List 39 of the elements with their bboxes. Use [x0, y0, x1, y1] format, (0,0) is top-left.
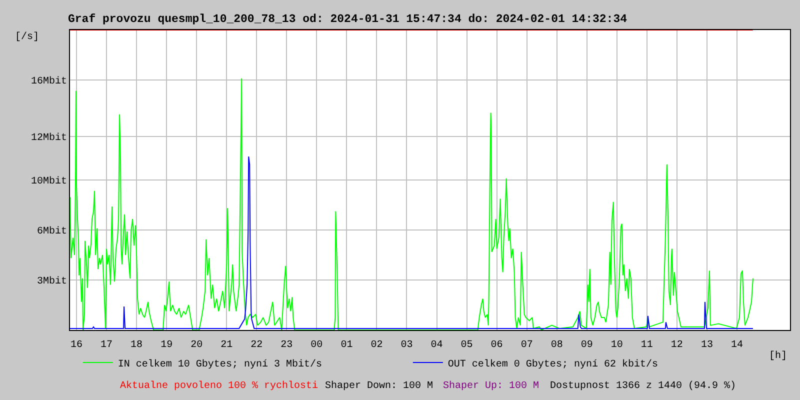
text: Aktualne povoleno 100 % rychlosti	[120, 380, 318, 392]
y-tick-label: 3Mbit	[36, 276, 67, 288]
x-tick-label: 13	[700, 340, 713, 351]
x-tick-label: 01	[340, 340, 353, 351]
x-tick-label: 08	[550, 340, 563, 351]
text: Dostupnost 1366 z 1440 (94.9 %)	[550, 380, 736, 392]
y-axis-title: [/s]	[15, 31, 40, 43]
y-tick-label: 12Mbit	[30, 132, 67, 144]
x-tick-label: 23	[280, 340, 293, 351]
x-axis-title: [h]	[769, 350, 788, 362]
chart-title: Graf provozu quesmpl_10_200_78_13 od: 2024-01-31 15:47:34 do: 2024-02-01 14:32:34	[68, 13, 628, 26]
x-tick-label: 22	[250, 340, 263, 351]
x-tick-label: 10	[610, 340, 623, 351]
x-tick-label: 19	[160, 340, 173, 351]
x-tick-label: 04	[430, 340, 443, 351]
x-tick-label: 21	[220, 340, 233, 351]
text: Shaper Down: 100 M	[325, 380, 434, 392]
x-tick-label: 12	[670, 340, 683, 351]
x-tick-label: 16	[70, 340, 83, 351]
legend-label: IN celkem 10 Gbytes; nyní 3 Mbit/s	[118, 358, 322, 370]
x-tick-label: 07	[520, 340, 533, 351]
y-tick-label: 10Mbit	[30, 176, 67, 188]
x-tick-label: 05	[460, 340, 473, 351]
x-tick-label: 00	[310, 340, 323, 351]
x-tick-label: 17	[100, 340, 113, 351]
line-series	[70, 78, 754, 330]
legend-label: OUT celkem 0 Gbytes; nyní 62 kbit/s	[448, 358, 658, 370]
y-tick-label: 6Mbit	[36, 226, 67, 238]
text: Shaper Up: 100 M	[443, 380, 540, 392]
y-tick-label: 16Mbit	[30, 76, 67, 88]
x-tick-label: 06	[490, 340, 503, 351]
x-tick-label: 20	[190, 340, 203, 351]
x-tick-label: 09	[580, 340, 593, 351]
x-tick-label: 18	[130, 340, 143, 351]
line-series	[70, 156, 754, 329]
x-tick-label: 11	[640, 340, 653, 351]
x-tick-label: 14	[730, 340, 743, 351]
x-tick-label: 03	[400, 340, 413, 351]
x-tick-label: 02	[370, 340, 383, 351]
